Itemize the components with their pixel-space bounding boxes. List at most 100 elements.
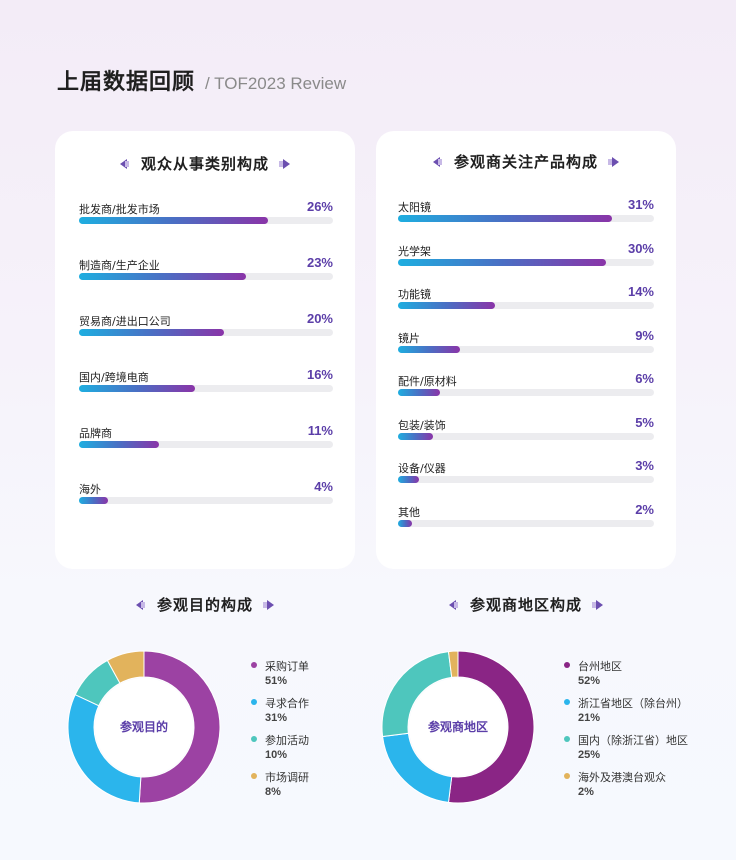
audience-category-title-text: 观众从事类别构成 (140, 155, 269, 173)
legend-value: 10% (265, 749, 288, 761)
donut-slice (447, 650, 535, 804)
donut-slice (138, 650, 221, 804)
legend-label: 寻求合作 (265, 697, 309, 710)
product-focus-title-text: 参观商关注产品构成 (453, 153, 598, 171)
visitor-region-title-text: 参观商地区构成 (469, 596, 582, 614)
bar-value-label: 30% (627, 240, 654, 256)
bar-item: 贸易商/进出口公司 20% (79, 311, 333, 341)
bar-track (398, 345, 654, 353)
legend-label: 采购订单 (265, 660, 309, 673)
bar-label: 包装/装饰 (398, 418, 446, 432)
bar-track (398, 519, 654, 527)
bar-label: 其他 (398, 505, 420, 519)
page-title: 上届数据回顾 (57, 70, 196, 95)
bar-value-label: 3% (635, 458, 654, 473)
bar-track (79, 217, 333, 224)
bar (398, 302, 495, 309)
donut-slice (106, 650, 145, 684)
bar-label: 制造商/生产企业 (79, 259, 160, 272)
bar-value-label: 9% (635, 327, 654, 343)
bar-track (79, 497, 333, 504)
bar (398, 432, 433, 440)
donut-slice (447, 650, 459, 678)
bar-track (398, 389, 654, 396)
bar-value-label: 26% (306, 199, 333, 214)
legend-dot-icon (251, 736, 257, 742)
visit-purpose-center-label: 参观目的 (119, 720, 168, 734)
bar-label: 光学架 (398, 244, 431, 258)
legend-dot-icon (251, 773, 257, 779)
legend-dot-icon (251, 662, 257, 668)
bar-track (398, 476, 654, 483)
legend-value: 31% (265, 712, 288, 724)
left-arrow-icon (432, 156, 442, 167)
legend-label: 国内（除浙江省）地区 (578, 734, 688, 747)
legend-dot-icon (564, 773, 570, 779)
bar-value-label: 31% (627, 197, 654, 212)
bar-item: 配件/原材料 6% (398, 371, 654, 401)
page-subtitle: / TOF2023 Review (205, 74, 347, 93)
bar-item: 太阳镜 31% (398, 197, 654, 227)
bar-label: 太阳镜 (398, 201, 431, 214)
legend-label: 海外及港澳台观众 (578, 771, 666, 784)
bar-item: 其他 2% (398, 502, 654, 532)
left-arrow-icon (448, 599, 458, 610)
bar-item: 海外 4% (79, 479, 333, 509)
bar (398, 215, 613, 222)
bar (79, 273, 246, 280)
legend-value: 21% (578, 712, 601, 724)
bar-track (398, 215, 654, 222)
bar (79, 217, 268, 224)
donut-hole (409, 678, 507, 776)
legend-label: 市场调研 (265, 771, 309, 784)
product-focus-card: 参观商关注产品构成 太阳镜 31% 光学架 30% 功能镜 14% 镜片 9% 配件/原材料 6%… (376, 131, 676, 569)
legend-label: 浙江省地区（除台州） (578, 697, 688, 710)
donut-hole (95, 678, 193, 776)
bar-track (398, 258, 654, 266)
left-arrow-icon (119, 158, 129, 169)
bar-item: 批发商/批发市场 26% (79, 199, 333, 229)
audience-category-title: 观众从事类别构成 (55, 153, 355, 174)
bar (398, 345, 461, 353)
legend-value: 52% (578, 675, 601, 687)
bar-track (398, 432, 654, 440)
visitor-region-title: 参观商地区构成 (376, 594, 676, 615)
bar-item: 设备/仪器 3% (398, 458, 654, 488)
visit-purpose-title-text: 参观目的构成 (156, 596, 253, 614)
visit-purpose-donut (67, 650, 221, 804)
bar-label: 批发商/批发市场 (79, 203, 160, 216)
bar-item: 镜片 9% (398, 328, 654, 358)
bar-value-label: 2% (635, 501, 654, 517)
bar-label: 功能镜 (398, 288, 431, 301)
right-arrow-icon (263, 599, 274, 610)
bar-item: 品牌商 11% (79, 423, 333, 453)
bar (79, 329, 225, 336)
bar (79, 441, 159, 448)
bar (398, 258, 606, 266)
bar-value-label: 11% (307, 423, 333, 438)
bar-label: 镜片 (398, 331, 420, 345)
legend-dot-icon (564, 736, 570, 742)
bar-value-label: 14% (627, 284, 654, 299)
visitor-region-donut (381, 650, 535, 804)
bar (398, 476, 419, 483)
bar-item: 国内/跨境电商 16% (79, 367, 333, 397)
page-header: 上届数据回顾 / TOF2023 Review (57, 64, 346, 96)
legend-value: 51% (265, 675, 288, 687)
legend-dot-icon (251, 699, 257, 705)
bar-item: 制造商/生产企业 23% (79, 255, 333, 285)
bar-value-label: 6% (635, 371, 654, 386)
audience-category-card: 观众从事类别构成 批发商/批发市场 26% 制造商/生产企业 23% 贸易商/进出口公司… (55, 131, 355, 569)
legend-label: 参加活动 (265, 734, 309, 747)
bar-label: 贸易商/进出口公司 (79, 315, 171, 328)
bar-track (79, 441, 333, 448)
bar-track (79, 273, 333, 280)
bar-item: 包装/装饰 5% (398, 415, 654, 445)
bar (398, 389, 440, 396)
bar-item: 光学架 30% (398, 241, 654, 271)
bar (398, 519, 412, 527)
right-arrow-icon (608, 156, 619, 167)
legend-value: 2% (578, 786, 594, 798)
legend-label: 台州地区 (578, 660, 622, 673)
bar-label: 设备/仪器 (398, 462, 446, 475)
